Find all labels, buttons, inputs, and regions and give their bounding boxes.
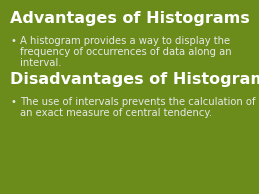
Text: •: • (10, 36, 16, 46)
Text: Disadvantages of Histograms: Disadvantages of Histograms (10, 72, 259, 87)
Text: frequency of occurrences of data along an: frequency of occurrences of data along a… (20, 47, 232, 57)
Text: The use of intervals prevents the calculation of: The use of intervals prevents the calcul… (20, 97, 255, 107)
Text: A histogram provides a way to display the: A histogram provides a way to display th… (20, 36, 230, 46)
Text: interval.: interval. (20, 58, 61, 68)
Text: •: • (10, 97, 16, 107)
Text: Advantages of Histograms: Advantages of Histograms (10, 11, 250, 26)
Text: an exact measure of central tendency.: an exact measure of central tendency. (20, 108, 212, 118)
